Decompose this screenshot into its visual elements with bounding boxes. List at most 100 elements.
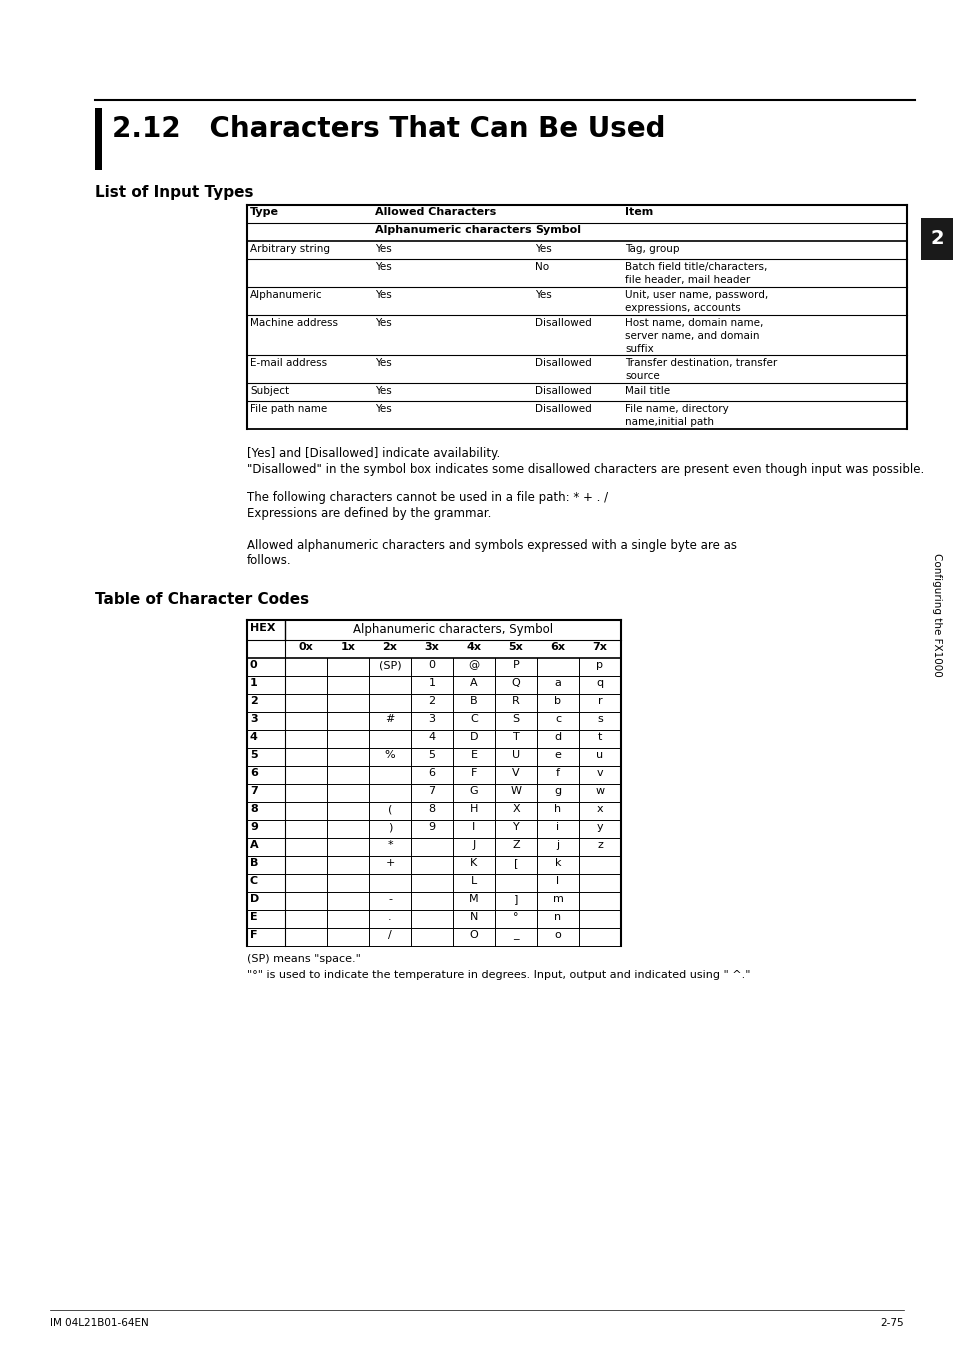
Text: 2: 2 (930, 230, 943, 248)
Text: D: D (250, 894, 259, 904)
Text: A: A (470, 678, 477, 688)
Text: C: C (250, 876, 258, 886)
Text: E: E (470, 751, 477, 760)
Text: Alphanumeric characters, Symbol: Alphanumeric characters, Symbol (353, 622, 553, 636)
Text: 1: 1 (428, 678, 435, 688)
Text: 2x: 2x (382, 643, 397, 652)
Text: Host name, domain name,
server name, and domain
suffix: Host name, domain name, server name, and… (624, 319, 762, 355)
Text: Item: Item (624, 207, 653, 217)
Text: 7: 7 (428, 786, 436, 796)
Text: C: C (470, 714, 477, 724)
Text: B: B (250, 859, 258, 868)
Text: 8: 8 (250, 805, 257, 814)
Text: 9: 9 (250, 822, 257, 832)
Text: Y: Y (512, 822, 518, 832)
Text: Arbitrary string: Arbitrary string (250, 244, 330, 254)
Text: 3: 3 (250, 714, 257, 724)
Text: P: P (512, 660, 518, 670)
Text: 4x: 4x (466, 643, 481, 652)
Bar (920, 217, 953, 261)
Text: Yes: Yes (535, 244, 551, 254)
Text: X: X (512, 805, 519, 814)
Text: 1: 1 (250, 678, 257, 688)
Text: L: L (471, 876, 476, 886)
Text: [: [ (514, 859, 517, 868)
Text: k: k (554, 859, 560, 868)
Text: 2.12   Characters That Can Be Used: 2.12 Characters That Can Be Used (112, 115, 665, 143)
Text: Disallowed: Disallowed (535, 358, 591, 369)
Text: J: J (472, 840, 476, 850)
Text: Yes: Yes (375, 319, 392, 328)
Bar (95, 108, 102, 170)
Text: 3x: 3x (424, 643, 439, 652)
Text: r: r (598, 697, 601, 706)
Text: "Disallowed" in the symbol box indicates some disallowed characters are present : "Disallowed" in the symbol box indicates… (247, 463, 923, 477)
Text: i: i (556, 822, 559, 832)
Text: 7x: 7x (592, 643, 607, 652)
Text: 6: 6 (428, 768, 435, 778)
Text: 5: 5 (428, 751, 435, 760)
Text: K: K (470, 859, 477, 868)
Text: 5: 5 (250, 751, 257, 760)
Text: ]: ] (514, 894, 517, 904)
Text: follows.: follows. (247, 554, 292, 567)
Text: U: U (512, 751, 519, 760)
Text: z: z (597, 840, 602, 850)
Text: Alphanumeric: Alphanumeric (250, 290, 322, 300)
Text: Yes: Yes (375, 262, 392, 271)
Text: 4: 4 (428, 732, 436, 742)
Text: j: j (556, 840, 559, 850)
Text: [Yes] and [Disallowed] indicate availability.: [Yes] and [Disallowed] indicate availabi… (247, 447, 499, 460)
Text: v: v (596, 768, 602, 778)
Text: h: h (554, 805, 561, 814)
Text: g: g (554, 786, 561, 796)
Text: Yes: Yes (375, 358, 392, 369)
Text: Yes: Yes (535, 290, 551, 300)
Text: Disallowed: Disallowed (535, 386, 591, 396)
Text: /: / (388, 930, 392, 940)
Text: Disallowed: Disallowed (535, 404, 591, 414)
Text: 2-75: 2-75 (880, 1318, 903, 1328)
Text: A: A (250, 840, 258, 850)
Text: y: y (596, 822, 602, 832)
Text: o: o (554, 930, 560, 940)
Text: Yes: Yes (375, 244, 392, 254)
Text: 2: 2 (250, 697, 257, 706)
Text: 8: 8 (428, 805, 436, 814)
Text: E-mail address: E-mail address (250, 358, 327, 369)
Text: _: _ (513, 930, 518, 940)
Text: 1x: 1x (340, 643, 355, 652)
Text: W: W (510, 786, 521, 796)
Text: Type: Type (250, 207, 278, 217)
Text: d: d (554, 732, 561, 742)
Text: (SP): (SP) (378, 660, 401, 670)
Text: u: u (596, 751, 603, 760)
Text: F: F (471, 768, 476, 778)
Text: Z: Z (512, 840, 519, 850)
Text: Table of Character Codes: Table of Character Codes (95, 593, 309, 608)
Text: Tag, group: Tag, group (624, 244, 679, 254)
Text: +: + (385, 859, 395, 868)
Text: *: * (387, 840, 393, 850)
Text: Mail title: Mail title (624, 386, 669, 396)
Text: Disallowed: Disallowed (535, 319, 591, 328)
Text: q: q (596, 678, 603, 688)
Text: Yes: Yes (375, 386, 392, 396)
Text: Batch field title/characters,
file header, mail header: Batch field title/characters, file heade… (624, 262, 766, 285)
Text: 9: 9 (428, 822, 436, 832)
Text: Unit, user name, password,
expressions, accounts: Unit, user name, password, expressions, … (624, 290, 767, 313)
Text: °: ° (513, 913, 518, 922)
Text: w: w (595, 786, 604, 796)
Text: n: n (554, 913, 561, 922)
Text: HEX: HEX (250, 622, 275, 633)
Text: G: G (469, 786, 477, 796)
Text: @: @ (468, 660, 479, 670)
Text: No: No (535, 262, 549, 271)
Text: 4: 4 (250, 732, 257, 742)
Text: Machine address: Machine address (250, 319, 337, 328)
Text: a: a (554, 678, 561, 688)
Text: M: M (469, 894, 478, 904)
Text: 3: 3 (428, 714, 435, 724)
Text: Yes: Yes (375, 404, 392, 414)
Text: t: t (598, 732, 601, 742)
